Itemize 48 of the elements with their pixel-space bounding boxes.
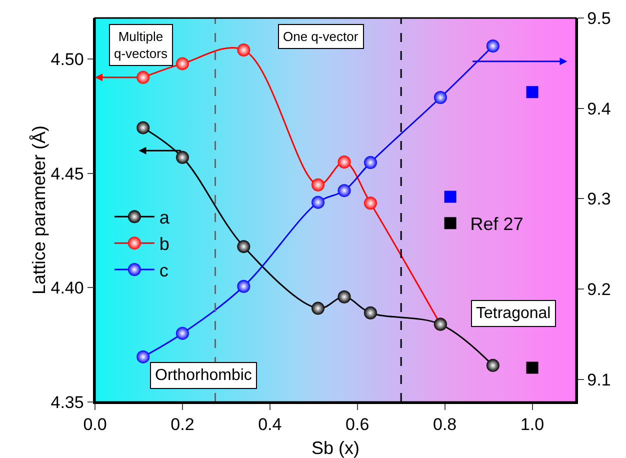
legend-label: Ref 27 — [470, 214, 524, 234]
x-tick-label: 0.2 — [170, 415, 194, 434]
point — [312, 196, 325, 209]
point — [237, 240, 250, 254]
annotation: Orthorhombic — [155, 367, 252, 384]
legend-label: b — [159, 234, 170, 254]
x-tick-label: 0.4 — [258, 415, 282, 434]
annotation: Multiple q-vectors — [114, 29, 168, 61]
y-tick-label: 4.45 — [50, 164, 84, 184]
point — [434, 91, 447, 104]
x-tick-label: 0.6 — [346, 415, 370, 434]
point — [176, 326, 189, 340]
point — [364, 196, 377, 210]
point — [338, 290, 351, 304]
x-tick-label: 0.0 — [83, 415, 107, 434]
x-tick-label: 1.0 — [520, 415, 544, 434]
point — [237, 44, 250, 56]
point — [338, 156, 351, 168]
y-tick-label: 4.40 — [50, 278, 84, 298]
y-axis-title: Lattice parameter (Å) — [28, 125, 49, 295]
y2-tick-label: 9.2 — [587, 280, 611, 300]
legend-label: c — [159, 260, 168, 280]
point — [136, 350, 150, 364]
point — [364, 156, 377, 170]
y2-tick-label: 9.1 — [587, 370, 611, 390]
point — [486, 358, 500, 372]
point — [136, 121, 150, 134]
y2-tick-label: 9.5 — [587, 8, 611, 28]
y-tick-label: 4.35 — [50, 392, 84, 412]
point — [312, 178, 325, 192]
x-axis-title: Sb (x) — [311, 438, 360, 458]
x-tick-label: 0.8 — [433, 415, 457, 434]
annotation: One q-vector — [283, 29, 359, 44]
point — [526, 86, 538, 98]
y2-tick-label: 9.4 — [587, 99, 611, 118]
point — [176, 57, 189, 70]
point — [136, 70, 150, 84]
y2-tick-label: 9.3 — [587, 190, 611, 209]
point — [176, 150, 189, 164]
point — [338, 184, 351, 198]
point — [237, 280, 250, 293]
point — [486, 40, 500, 53]
point — [364, 306, 377, 320]
legend-label: a — [159, 208, 170, 228]
y-tick-label: 4.50 — [50, 50, 84, 70]
point — [312, 302, 325, 315]
annotation: Tetragonal — [476, 305, 551, 322]
point — [526, 362, 538, 374]
